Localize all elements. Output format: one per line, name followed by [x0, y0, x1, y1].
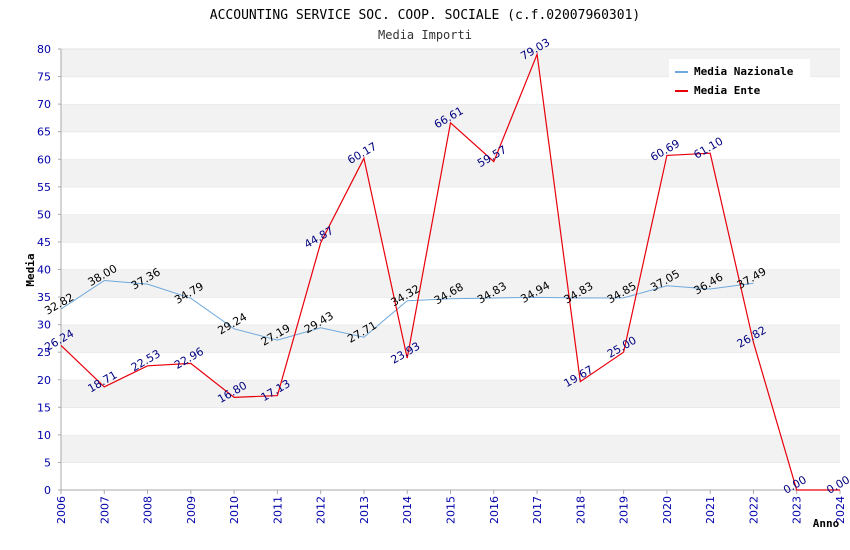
grid-band [61, 297, 840, 325]
grid-band [61, 462, 840, 490]
x-axis-ticks: 2006 2007 2008 2009 2010 2011 2012 2013 2014 2015… [55, 490, 847, 524]
x-tick-label: 2014 [401, 496, 414, 524]
grid-bands [61, 48, 840, 490]
y-tick-label: 30 [37, 319, 51, 332]
y-tick-label: 45 [37, 236, 51, 249]
chart-title: ACCOUNTING SERVICE SOC. COOP. SOCIALE (c… [210, 8, 640, 23]
y-tick-label: 50 [37, 208, 51, 221]
x-tick-label: 2024 [834, 496, 847, 524]
y-tick-label: 15 [37, 401, 51, 414]
x-tick-label: 2015 [445, 496, 458, 524]
grid-band [61, 352, 840, 380]
series-line-nazionale [60, 279, 754, 341]
grid-band [61, 407, 840, 435]
x-axis-label: Anno [813, 517, 840, 530]
y-tick-label: 80 [37, 43, 51, 56]
y-tick-label: 10 [37, 429, 51, 442]
y-tick-label: 20 [37, 374, 51, 387]
y-axis-ticks: 0 5 10 15 20 25 30 35 40 45 50 55 60 65 70 75 80 [37, 43, 61, 497]
y-tick-label: 75 [37, 71, 51, 84]
x-tick-label: 2019 [618, 496, 631, 524]
grid-band [61, 104, 840, 132]
y-tick-label: 35 [37, 291, 51, 304]
y-tick-label: 5 [44, 456, 51, 469]
legend-label-ente: Media Ente [694, 84, 761, 97]
y-tick-label: 0 [44, 484, 51, 497]
legend-box [669, 59, 810, 101]
x-tick-label: 2023 [791, 496, 804, 524]
x-tick-label: 2007 [98, 496, 111, 524]
x-tick-label: 2021 [704, 496, 717, 524]
x-tick-label: 2018 [574, 496, 587, 524]
y-tick-label: 55 [37, 181, 51, 194]
x-tick-label: 2011 [271, 496, 284, 524]
y-axis-label: Media [24, 253, 37, 286]
grid-band [61, 159, 840, 187]
y-tick-label: 25 [37, 346, 51, 359]
y-tick-label: 65 [37, 126, 51, 139]
y-tick-label: 60 [37, 153, 51, 166]
x-tick-label: 2012 [315, 496, 328, 524]
x-tick-label: 2010 [228, 496, 241, 524]
grid-band [61, 241, 840, 270]
grid-band [61, 434, 840, 463]
x-tick-label: 2016 [488, 496, 501, 524]
x-tick-label: 2013 [358, 496, 371, 524]
grid-band [61, 379, 840, 408]
x-tick-label: 2020 [661, 496, 674, 524]
grid-band [61, 324, 840, 353]
y-tick-label: 40 [37, 264, 51, 277]
x-tick-label: 2006 [55, 496, 68, 524]
legend: Media Nazionale Media Ente [669, 59, 810, 101]
chart-subtitle: Media Importi [378, 28, 472, 42]
grid-band [61, 269, 840, 298]
series-line-ente [60, 51, 840, 491]
x-tick-label: 2017 [531, 496, 544, 524]
x-tick-label: 2009 [185, 496, 198, 524]
grid-band [61, 186, 840, 215]
x-tick-label: 2008 [142, 496, 155, 524]
x-tick-label: 2022 [747, 496, 760, 524]
grid-band [61, 214, 840, 242]
legend-label-nazionale: Media Nazionale [694, 65, 794, 78]
y-tick-label: 70 [37, 98, 51, 111]
